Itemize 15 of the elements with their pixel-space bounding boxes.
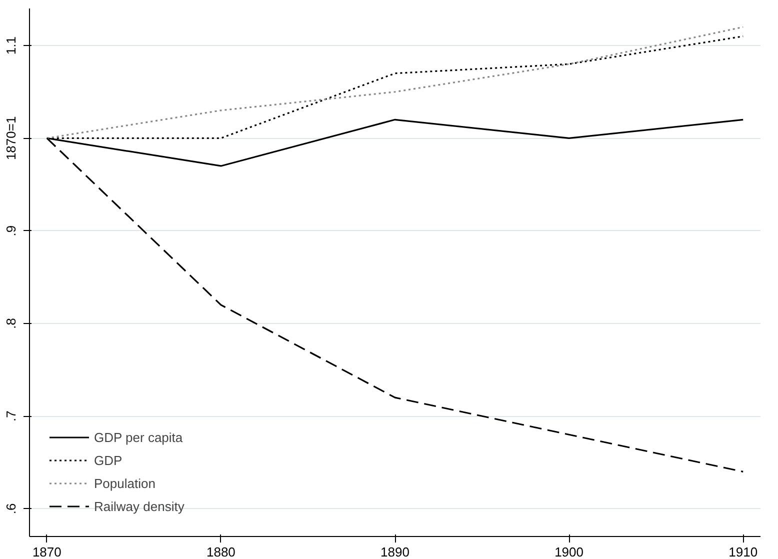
x-tick-label: 1900 xyxy=(554,544,584,559)
y-tick-label: .8 xyxy=(4,318,18,329)
y-tick-label: 1.1 xyxy=(4,36,18,55)
y-tick-label: .6 xyxy=(4,503,18,514)
y-tick-label: 1870=1 xyxy=(4,116,18,160)
x-tick-label: 1880 xyxy=(206,544,236,559)
legend-label: Railway density xyxy=(94,498,184,514)
legend-label: GDP per capita xyxy=(94,430,183,444)
x-tick-label: 1890 xyxy=(380,544,410,559)
legend-label: Population xyxy=(94,476,156,490)
y-tick-label: .9 xyxy=(4,225,18,236)
x-tick-label: 1870 xyxy=(32,544,62,559)
legend-label: GDP xyxy=(94,452,122,468)
x-tick-label: 1910 xyxy=(728,544,758,559)
y-tick-label: .7 xyxy=(4,410,18,422)
